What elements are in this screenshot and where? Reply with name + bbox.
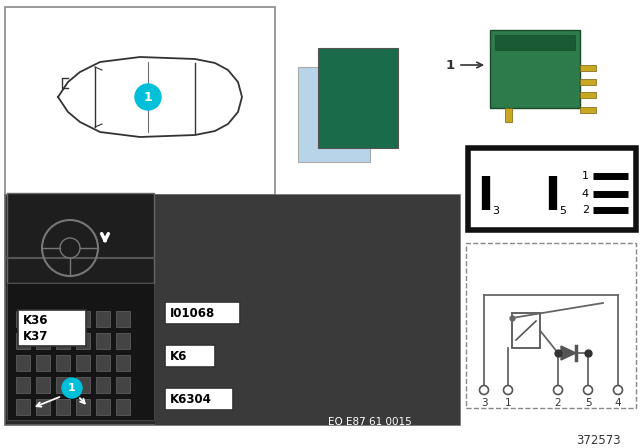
Bar xyxy=(580,79,596,85)
Bar xyxy=(116,377,130,393)
Bar xyxy=(298,67,370,162)
Bar xyxy=(116,311,130,327)
Text: 2: 2 xyxy=(555,398,561,408)
Bar xyxy=(36,311,50,327)
Bar xyxy=(96,355,110,371)
Bar xyxy=(56,311,70,327)
Bar xyxy=(36,377,50,393)
Bar xyxy=(76,333,90,349)
Bar xyxy=(155,195,460,425)
Bar xyxy=(76,399,90,415)
Text: 4: 4 xyxy=(582,189,589,199)
Circle shape xyxy=(504,385,513,395)
Bar xyxy=(36,399,50,415)
Circle shape xyxy=(554,385,563,395)
Bar xyxy=(16,333,30,349)
Text: 4: 4 xyxy=(614,398,621,408)
Text: 372573: 372573 xyxy=(576,434,620,447)
Bar xyxy=(16,377,30,393)
Bar xyxy=(505,108,512,122)
Text: 5: 5 xyxy=(585,398,591,408)
Bar xyxy=(468,148,636,230)
Bar xyxy=(96,311,110,327)
Bar xyxy=(580,107,596,113)
Bar xyxy=(96,399,110,415)
Text: 2: 2 xyxy=(582,205,589,215)
Text: 1: 1 xyxy=(143,90,152,103)
Bar xyxy=(318,48,398,148)
Bar xyxy=(76,377,90,393)
Circle shape xyxy=(62,378,82,398)
Bar xyxy=(56,355,70,371)
Text: 1: 1 xyxy=(68,383,76,393)
Text: 3: 3 xyxy=(481,398,487,408)
Bar xyxy=(56,399,70,415)
Bar xyxy=(36,333,50,349)
Text: 1: 1 xyxy=(582,171,589,181)
Bar xyxy=(165,345,215,367)
Circle shape xyxy=(584,385,593,395)
Bar xyxy=(16,355,30,371)
Bar xyxy=(580,65,596,71)
Bar xyxy=(116,355,130,371)
Bar xyxy=(116,333,130,349)
Bar xyxy=(466,243,636,408)
Bar xyxy=(580,92,596,98)
Polygon shape xyxy=(561,346,576,360)
Text: 1: 1 xyxy=(446,59,455,72)
Bar xyxy=(7,283,154,420)
Bar xyxy=(5,195,460,425)
Bar xyxy=(18,310,86,346)
Text: 3: 3 xyxy=(492,206,499,216)
Bar xyxy=(7,193,154,283)
Bar xyxy=(96,377,110,393)
Text: EO E87 61 0015: EO E87 61 0015 xyxy=(328,417,412,427)
Bar xyxy=(165,302,240,324)
Bar xyxy=(165,388,233,410)
Bar xyxy=(96,333,110,349)
Text: 1: 1 xyxy=(505,398,511,408)
Bar xyxy=(76,311,90,327)
Bar xyxy=(5,7,275,195)
Bar xyxy=(16,311,30,327)
Bar xyxy=(16,399,30,415)
Bar xyxy=(76,355,90,371)
Text: K6304: K6304 xyxy=(170,392,212,405)
Text: 5: 5 xyxy=(559,206,566,216)
Bar xyxy=(512,313,540,348)
Bar xyxy=(490,30,580,108)
Circle shape xyxy=(479,385,488,395)
Bar xyxy=(495,35,575,50)
Bar xyxy=(36,355,50,371)
Text: K36
K37: K36 K37 xyxy=(23,314,49,343)
Circle shape xyxy=(614,385,623,395)
Bar xyxy=(56,377,70,393)
Text: I01068: I01068 xyxy=(170,306,215,319)
Text: K6: K6 xyxy=(170,349,188,362)
Circle shape xyxy=(135,84,161,110)
Bar xyxy=(56,333,70,349)
Bar xyxy=(116,399,130,415)
